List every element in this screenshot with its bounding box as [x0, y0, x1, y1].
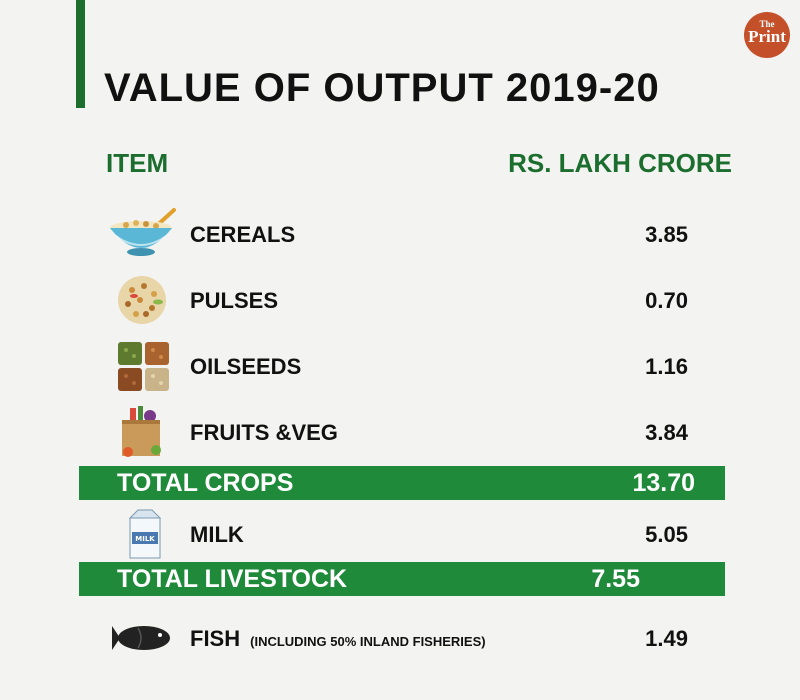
logo-line1: The: [759, 19, 775, 29]
total-livestock-label: TOTAL LIVESTOCK: [117, 565, 348, 593]
row-value-oilseeds: 1.16: [645, 354, 688, 379]
table-row-milk: MILK MILK 5.05: [0, 506, 800, 562]
table-row-fish: FISH (INCLUDING 50% INLAND FISHERIES) 1.4…: [0, 610, 800, 666]
row-value-fish: 1.49: [645, 626, 688, 651]
row-label-cereals: CEREALS: [190, 222, 296, 247]
fish-label-text: FISH: [190, 626, 241, 651]
cereal-bowl-icon: [110, 208, 176, 256]
grocery-bag-icon: [122, 406, 161, 457]
pulses-icon: [118, 276, 166, 324]
chart-title: VALUE OF OUTPUT 2019-20: [104, 66, 660, 110]
column-header-value: RS. LAKH CRORE: [508, 148, 732, 178]
row-value-milk: 5.05: [645, 522, 688, 547]
column-header-item: ITEM: [106, 148, 169, 178]
title-accent-bar: [76, 0, 85, 108]
oilseeds-icon: [118, 342, 169, 391]
table-row-oilseeds: OILSEEDS 1.16: [0, 338, 800, 394]
fish-label-note: (INCLUDING 50% INLAND FISHERIES): [250, 634, 486, 649]
table-row-fruits-veg: FRUITS &VEG 3.84: [0, 404, 800, 460]
fish-icon: [112, 626, 170, 650]
row-label-oilseeds: OILSEEDS: [190, 354, 302, 379]
total-crops-row: TOTAL CROPS 13.70: [79, 466, 725, 500]
row-value-pulses: 0.70: [645, 288, 688, 313]
row-value-fruits-veg: 3.84: [645, 420, 688, 445]
total-crops-value: 13.70: [632, 469, 695, 497]
row-label-pulses: PULSES: [190, 288, 279, 313]
row-label-fish: FISH (INCLUDING 50% INLAND FISHERIES): [190, 626, 486, 652]
theprint-logo: The Print: [744, 12, 790, 58]
row-label-fruits-veg: FRUITS &VEG: [190, 420, 338, 445]
milk-carton-icon: MILK: [128, 509, 162, 559]
total-crops-label: TOTAL CROPS: [117, 469, 294, 497]
logo-line2: Print: [748, 27, 786, 46]
row-label-milk: MILK: [190, 522, 244, 547]
total-livestock-row: TOTAL LIVESTOCK 7.55: [79, 562, 725, 596]
table-row-pulses: PULSES 0.70: [0, 272, 800, 328]
table-row-cereals: CEREALS 3.85: [0, 206, 800, 262]
svg-text:MILK: MILK: [135, 535, 155, 543]
row-value-cereals: 3.85: [645, 222, 688, 247]
total-livestock-value: 7.55: [591, 565, 640, 593]
